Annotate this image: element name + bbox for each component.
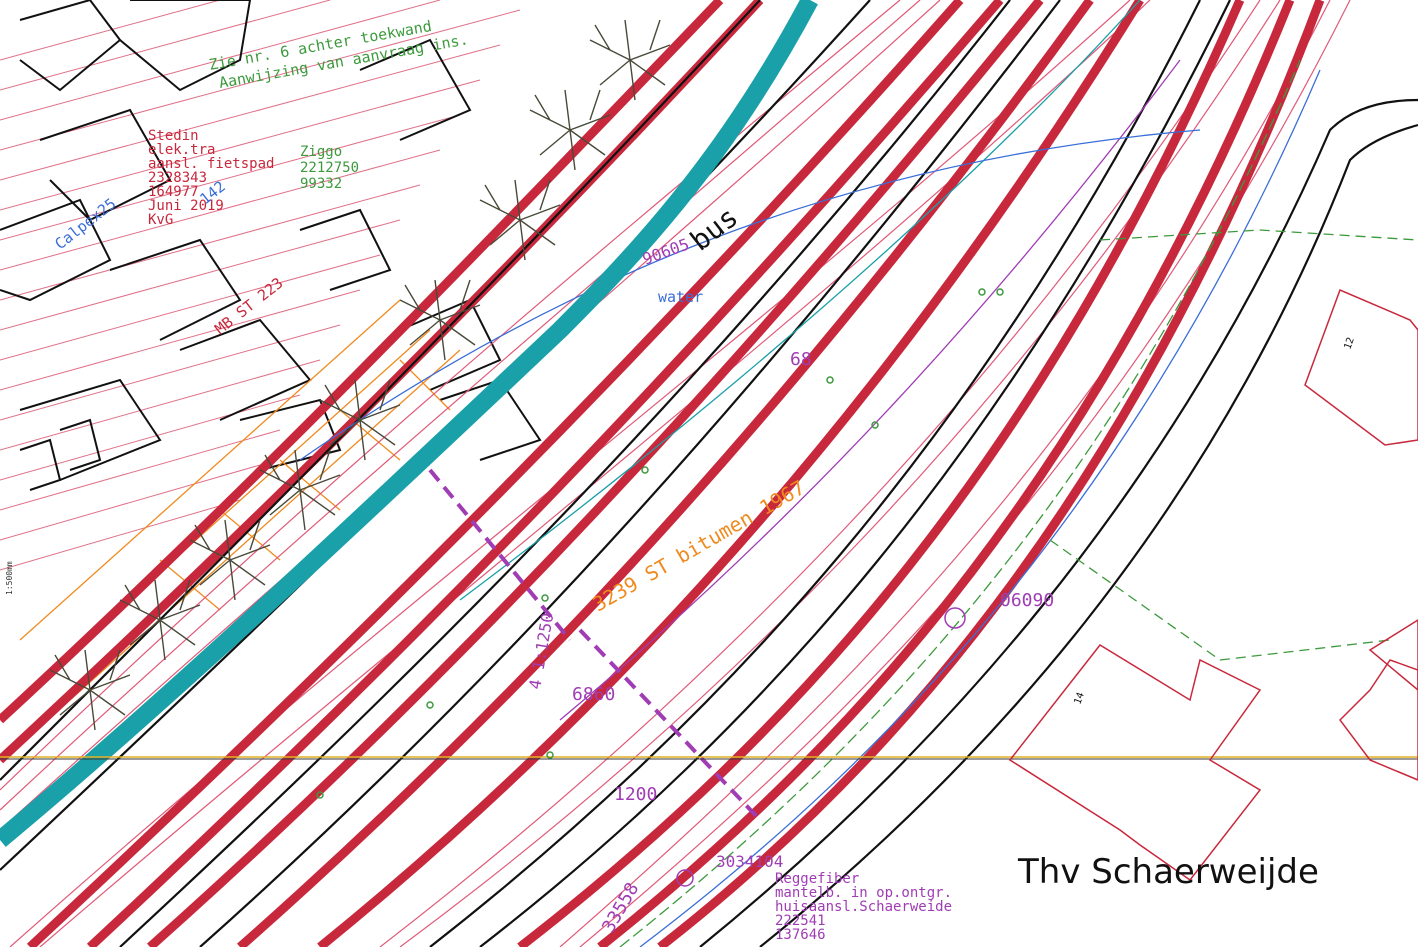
stedin-line-4: 2328343 <box>148 170 207 186</box>
reggefiber-line-3: huisaansl.Schaerweide <box>775 899 952 915</box>
stedin-line-5: 164977 <box>148 184 199 200</box>
ziggo-line-3: 99332 <box>300 176 342 192</box>
number-06090: 06090 <box>1000 590 1054 611</box>
cable-lines-thick <box>0 0 1325 947</box>
location-caption: Thv Schaerweijde <box>1018 852 1319 892</box>
other-utility-lines <box>299 0 1418 947</box>
trees <box>49 19 671 731</box>
reggefiber-line-5: 137646 <box>775 927 826 943</box>
stedin-line-3: aansl. fietspad <box>148 156 274 172</box>
house-outlines <box>0 0 542 491</box>
number-6860: 6860 <box>572 684 615 705</box>
stedin-line-1: Stedin <box>148 128 199 144</box>
bike-path <box>0 0 818 847</box>
water-label: water <box>658 288 703 306</box>
stedin-line-2: elek.tra <box>148 142 215 158</box>
number-68: 68 <box>790 349 812 370</box>
reggefiber-line-2: mantelb. in op.ontgr. <box>775 885 952 901</box>
number-1200: 1200 <box>614 784 657 805</box>
stedin-line-6: Juni 2019 <box>148 198 224 214</box>
ziggo-line-1: Ziggo <box>300 144 342 160</box>
buildings-right <box>1008 288 1418 882</box>
house-number-12: 12 <box>1342 336 1356 351</box>
house-number-14: 14 <box>1072 691 1086 706</box>
stedin-line-7: KvG <box>148 212 173 228</box>
reggefiber-line-4: 222541 <box>775 913 826 929</box>
reggefiber-line-1: Reggefiber <box>775 871 859 887</box>
crossing-lines <box>428 468 762 822</box>
markers <box>316 288 1004 887</box>
ziggo-line-2: 2212750 <box>300 160 359 176</box>
scale-label: 1:500mm <box>5 561 14 595</box>
number-3034104: 3034104 <box>716 852 783 871</box>
